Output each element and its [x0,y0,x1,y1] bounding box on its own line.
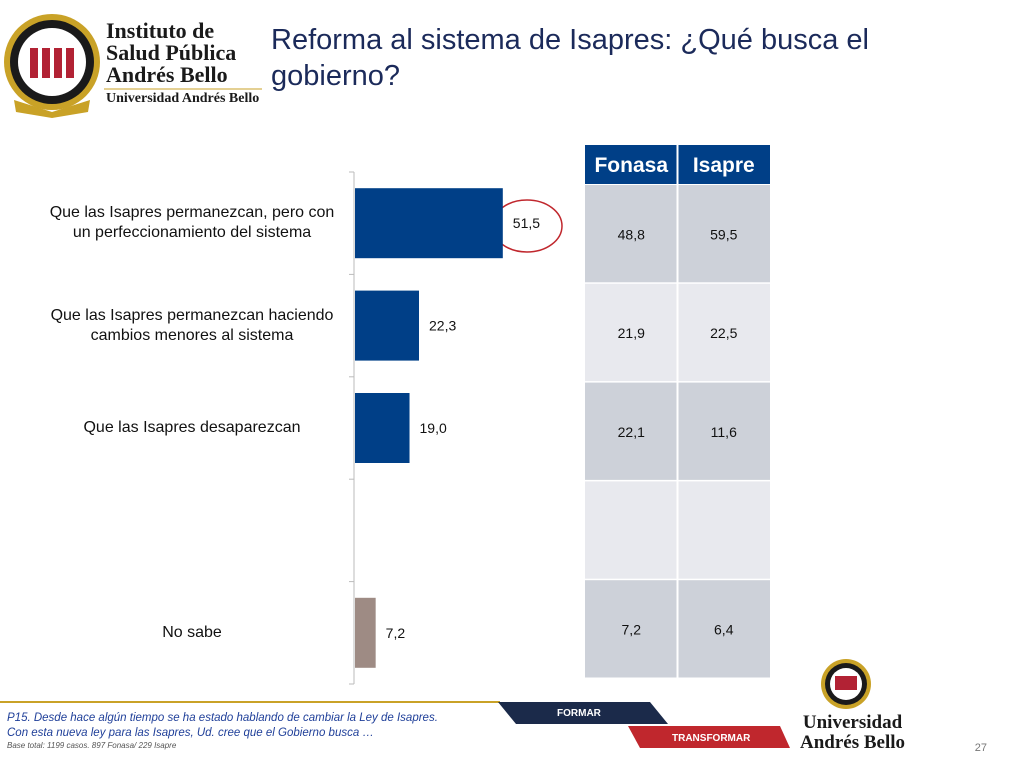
logo-line: Andrés Bello [106,62,228,87]
value-label: 51,5 [513,215,540,231]
table-cell-text: 11,6 [711,424,737,440]
bar [355,393,410,463]
category-label: Que las Isapres permanezcan, pero con un… [49,204,335,242]
logo [4,14,100,118]
badge-text: FORMAR [557,708,602,719]
badge-bg [498,702,668,724]
table-header-cell [678,145,770,184]
table-cell-text: 48,8 [618,226,645,242]
footer-base: Base total: 1199 casos. 897 Fonasa/ 229 … [7,741,177,750]
slide-title: Reforma al sistema de Isapres: ¿Qué busc… [271,24,869,92]
table-cell [678,382,770,480]
page-number: 27 [975,742,987,754]
table-cell-text: 7,2 [622,622,642,638]
logo-text: Instituto de Salud Pública Andrés Bello [106,20,236,86]
table-cell [585,283,677,382]
table-header-text: Fonasa [594,154,668,177]
table-cell-text: 21,9 [618,325,645,341]
logo-line: Salud Pública [106,40,237,65]
logo-line: Andrés Bello [800,732,906,753]
footer-question: P15. Desde hace algún tiempo se ha estad… [7,711,438,741]
category-label: Que las Isapres permanezcan haciendo cam… [50,306,334,344]
bar [355,290,420,361]
logo-subtitle: Universidad Andrés Bello [106,91,260,106]
table-cell [585,185,677,283]
question-line: Con esta nueva ley para las Isapres, Ud.… [7,727,374,739]
value-label: 7,2 [386,625,406,641]
question-line: P15. Desde hace algún tiempo se ha estad… [7,712,438,724]
table-cell [678,185,770,283]
category-label: No sabe [162,623,222,641]
table-cell-text: 22,5 [710,325,737,341]
value-label: 22,3 [429,318,456,334]
bar [355,597,376,668]
footer-logo-text: Universidad Andrés Bello [800,713,905,753]
table-header-cell [585,145,677,184]
value-label: 19,0 [420,420,447,436]
category-label: Que las Isapres desaparezcan [83,419,301,436]
table-cell [585,580,677,678]
badge-text: TRANSFORMAR [672,733,751,744]
badge-bg [628,726,790,748]
footer-logo [821,659,871,709]
table-cell-text: 59,5 [710,226,737,242]
table-header-text: Isapre [693,154,755,177]
logo-line: Universidad [802,712,903,733]
table-cell [585,382,677,480]
table-cell [678,481,770,579]
table-cell-text: 22,1 [618,424,645,440]
bar [355,188,503,259]
table-cell [585,481,677,579]
table-cell [678,283,770,382]
logo-line: Instituto de [106,18,215,43]
table-cell-text: 6,4 [714,622,734,638]
table-cell [678,580,770,678]
